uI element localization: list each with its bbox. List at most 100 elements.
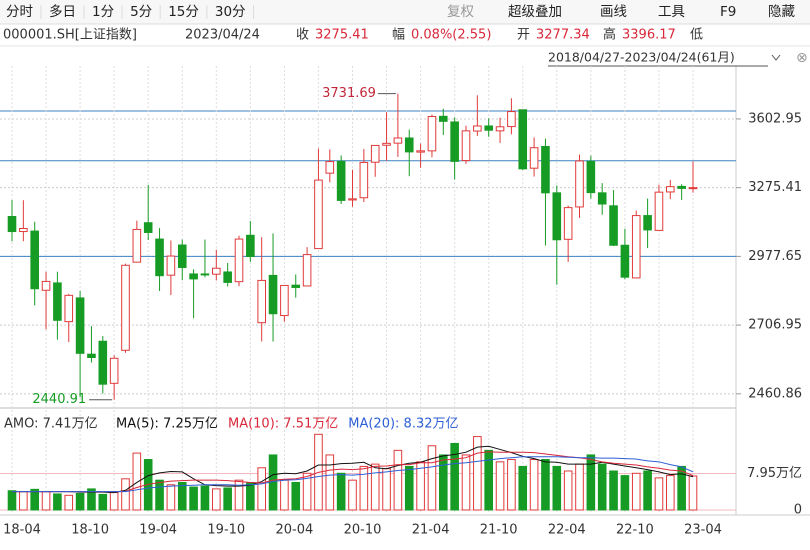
ma-legend: MA(10): 7.51万亿 xyxy=(228,417,338,432)
volume-bar xyxy=(563,470,573,511)
close: 3275.41 xyxy=(315,28,369,43)
candle-body xyxy=(654,191,664,231)
volume-bar xyxy=(495,461,505,511)
toolbar-button[interactable]: 分时 xyxy=(6,4,33,20)
y-tick-label: 2706.95 xyxy=(748,318,802,333)
x-tick-label: 20-04 xyxy=(276,523,314,538)
candle-body xyxy=(427,116,437,152)
toolbar-button[interactable]: F9 xyxy=(720,4,736,20)
candle-body xyxy=(597,192,607,205)
volume-bar xyxy=(666,475,675,511)
volume-bar xyxy=(427,445,437,511)
volume-bar xyxy=(620,475,630,511)
candle-body xyxy=(643,215,652,231)
candle-body xyxy=(575,160,584,208)
open: 3277.34 xyxy=(536,28,590,43)
volume-bar xyxy=(177,481,187,511)
toolbar-button[interactable]: 工具 xyxy=(658,4,685,20)
volume-bar xyxy=(166,484,176,511)
max-annotation: 3731.69 xyxy=(322,86,376,101)
candle-body xyxy=(19,228,28,233)
x-tick-label: 18-10 xyxy=(71,523,109,538)
candle-body xyxy=(189,273,198,280)
candle-body xyxy=(416,150,425,153)
toolbar-button[interactable]: 15分 xyxy=(168,4,199,20)
candle-body xyxy=(370,144,380,163)
volume-bar xyxy=(518,465,528,511)
candle-body xyxy=(280,284,289,317)
candle-body xyxy=(404,137,414,153)
candle-body xyxy=(223,271,232,283)
range[interactable]: 2018/04/27-2023/04/24(61月) xyxy=(548,50,735,65)
volume-bar xyxy=(200,485,210,511)
toolbar-button[interactable]: 超级叠加 xyxy=(508,4,562,20)
volume-bar xyxy=(473,436,482,511)
volume-bar xyxy=(41,491,51,511)
open-label: 开 xyxy=(517,28,530,43)
volume-bar xyxy=(348,479,357,511)
candle-body xyxy=(631,215,641,279)
x-tick-label: 20-10 xyxy=(344,523,382,538)
candle-body xyxy=(200,273,210,276)
volume-bar xyxy=(121,478,130,511)
candle-body xyxy=(461,130,471,162)
candle-body xyxy=(64,294,74,323)
toolbar-button[interactable]: 隐藏 xyxy=(768,4,796,20)
toolbar-button[interactable]: 30分 xyxy=(215,4,246,20)
volume-bar xyxy=(257,467,266,511)
candle-body xyxy=(268,274,278,315)
candle-body xyxy=(541,145,550,194)
candle-body xyxy=(393,137,403,144)
volume-bar xyxy=(75,492,85,511)
candle-body xyxy=(552,192,562,241)
candle-body xyxy=(302,254,312,287)
volume-bar xyxy=(382,468,391,511)
volume-bar xyxy=(677,465,686,511)
candle-body xyxy=(484,125,493,131)
candle-body xyxy=(291,284,301,288)
x-tick-label: 21-04 xyxy=(412,523,450,538)
change-label: 幅 xyxy=(392,28,405,43)
volume-bar xyxy=(109,492,119,511)
candle-body xyxy=(166,255,176,276)
volume-bar xyxy=(325,454,335,511)
x-tick-label: 19-10 xyxy=(207,523,245,538)
candle-body xyxy=(177,244,187,269)
volume-bar xyxy=(212,488,221,511)
code: 000001.SH[上证指数] xyxy=(3,28,137,43)
candle-body xyxy=(666,186,675,193)
toolbar-button[interactable]: 5分 xyxy=(130,4,152,20)
toolbar-button[interactable]: 多日 xyxy=(49,3,76,20)
toolbar-button[interactable]: 1分 xyxy=(92,4,114,20)
candle-body xyxy=(246,234,255,258)
volume-tick-label: 7.95万亿 xyxy=(747,466,802,481)
candle-body xyxy=(529,147,539,169)
volume-bar xyxy=(223,487,232,511)
min-annotation: 2440.91 xyxy=(32,392,86,407)
volume-bar xyxy=(609,470,618,511)
candle-body xyxy=(359,161,369,199)
volume-bar xyxy=(7,490,17,511)
toolbar-button[interactable]: 复权 xyxy=(447,3,474,20)
candle-body xyxy=(30,230,39,290)
x-tick-label: 21-10 xyxy=(480,523,518,538)
candle-body xyxy=(155,238,164,277)
toolbar-button[interactable]: 画线 xyxy=(600,4,627,20)
volume-bar xyxy=(393,449,403,511)
volume-bar xyxy=(302,472,312,511)
ma-legend: MA(20): 8.32万亿 xyxy=(348,417,458,432)
candle-body xyxy=(450,121,459,162)
volume-bar xyxy=(461,454,471,511)
date: 2023/04/24 xyxy=(185,28,260,43)
close-icon[interactable]: ⊗ xyxy=(796,50,808,66)
ma-legend: MA(5): 7.25万亿 xyxy=(116,417,218,432)
high-label: 高 xyxy=(603,27,616,43)
volume-bar xyxy=(597,463,607,511)
volume-bar xyxy=(643,470,652,511)
candle-body xyxy=(75,297,85,354)
candle-body xyxy=(87,353,96,359)
candle-body xyxy=(257,279,266,324)
candle-body xyxy=(109,357,119,384)
candle-body xyxy=(563,207,573,240)
